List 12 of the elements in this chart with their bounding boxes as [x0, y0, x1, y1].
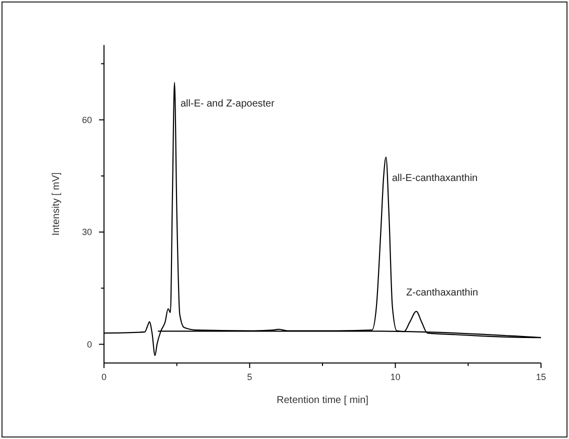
x-tick-label: 15: [536, 372, 546, 382]
x-tick-label: 10: [390, 372, 400, 382]
x-tick-label: 0: [101, 372, 107, 382]
x-axis-title: Retention time [ min]: [276, 395, 369, 406]
annotation: Z-canthaxanthin: [406, 287, 478, 298]
y-tick-label: 60: [82, 114, 92, 125]
x-tick-label: 5: [247, 372, 252, 382]
y-axis-title: Intensity [ mV]: [51, 172, 62, 236]
annotation: all-E-canthaxanthin: [392, 173, 478, 184]
y-tick-label: 0: [86, 339, 92, 350]
annotation: all-E- and Z-apoester: [180, 98, 276, 110]
y-tick-label: 30: [82, 227, 92, 238]
